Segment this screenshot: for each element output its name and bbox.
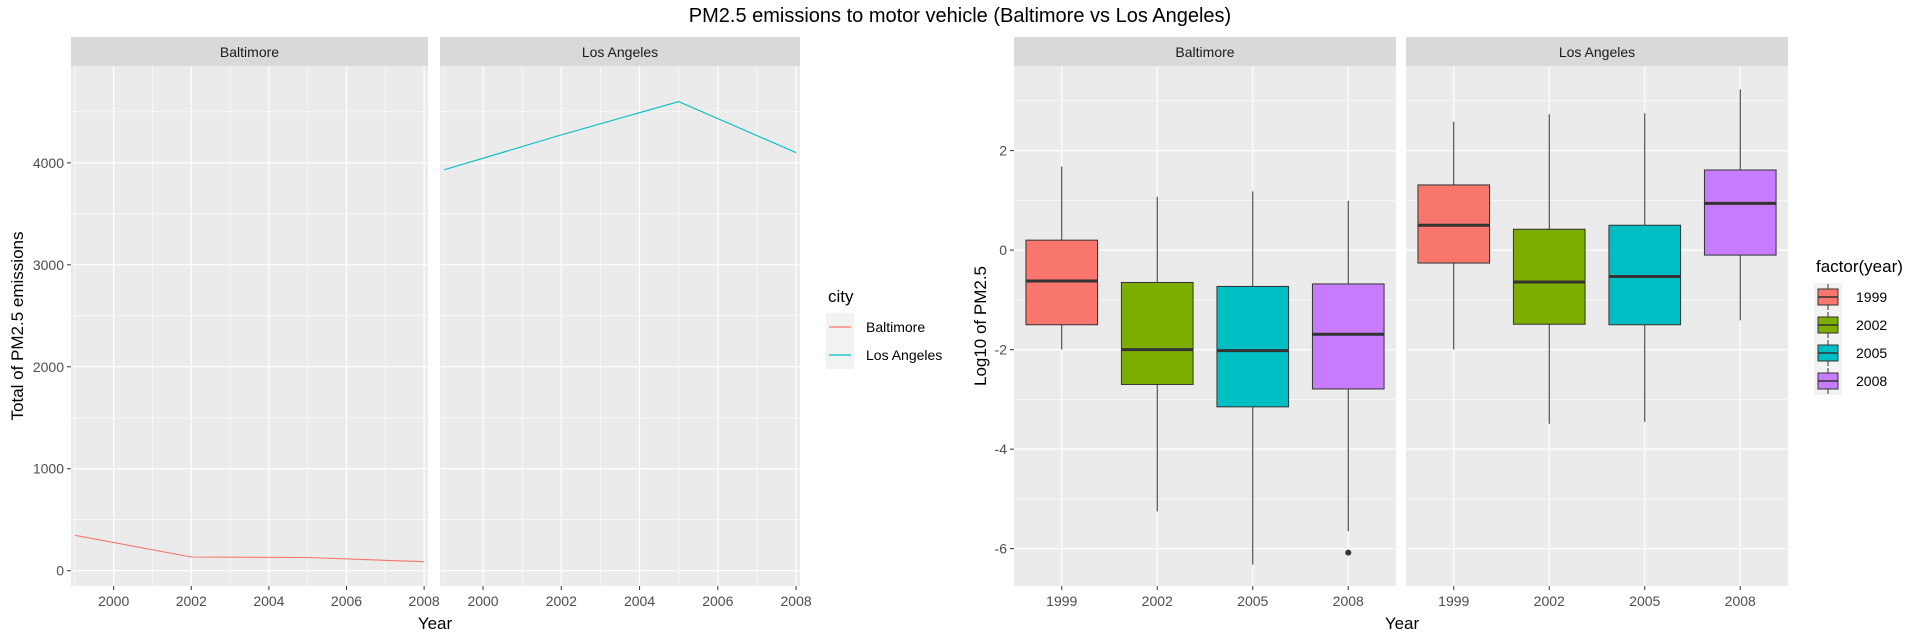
facet-label: Baltimore [1175,44,1234,60]
x-tick-label: 2002 [1534,593,1565,609]
legend-label: Baltimore [866,319,925,335]
panel-background [71,66,428,586]
legend-label: Los Angeles [866,347,942,363]
y-tick-label: 2000 [33,359,64,375]
x-tick-label: 2004 [624,593,655,609]
x-tick-label: 2006 [331,593,362,609]
x-tick-label: 2005 [1237,593,1268,609]
box-baltimore-1999 [1025,166,1099,350]
panel-background [1406,66,1788,586]
box-iqr [1216,285,1290,408]
box-iqr [1512,228,1586,325]
x-axis-title: Year [418,614,453,633]
legend-title: factor(year) [1816,257,1903,276]
x-tick-label: 2000 [98,593,129,609]
facet-strip [440,37,800,66]
box-plot: Baltimore 1999 2002 2005 2008 Los Angeles 1999… [971,37,1903,633]
x-tick-label: 1999 [1438,593,1469,609]
line-panel-baltimore: Baltimore 2000 2002 2004 2006 2008 [71,37,440,609]
box-panel-los-angeles: Los Angeles 1999 2002 2005 2008 [1406,37,1788,609]
x-tick-label: 2002 [546,593,577,609]
y-tick-label: 1000 [33,461,64,477]
legend-title: city [828,287,854,306]
x-tick-label: 2008 [781,593,812,609]
y-tick-label: 4000 [33,155,64,171]
x-tick-label: 2002 [176,593,207,609]
x-tick-label: 1999 [1046,593,1077,609]
box-baltimore-2002 [1120,196,1194,512]
x-tick-label: 2006 [702,593,733,609]
legend-label: 2008 [1856,373,1887,389]
y-tick-label: 0 [999,242,1007,258]
facet-strip [1406,37,1788,66]
legend-city: city Baltimore Los Angeles [826,287,942,369]
figure-title: PM2.5 emissions to motor vehicle (Baltim… [689,5,1231,27]
legend-label: 1999 [1856,289,1887,305]
box-panel-baltimore: Baltimore 1999 2002 2005 2008 [1014,37,1396,609]
facet-label: Los Angeles [1559,44,1635,60]
box-iqr [1311,283,1385,390]
x-tick-label: 2008 [1333,593,1364,609]
x-tick-label: 2008 [409,593,440,609]
y-tick-label: -4 [995,441,1008,457]
y-tick-label: 2 [999,143,1007,159]
box-los-angeles-2005 [1608,113,1682,422]
y-tick-label: 0 [56,563,64,579]
legend-label: 2002 [1856,317,1887,333]
y-tick-label: -2 [995,342,1008,358]
series-line-los-angeles [443,101,797,171]
facet-label: Los Angeles [582,44,658,60]
box-los-angeles-2002 [1512,114,1586,424]
x-axis-title: Year [1385,614,1420,633]
box-los-angeles-2008 [1703,89,1777,321]
panel-background [440,66,800,586]
facet-label: Baltimore [220,44,279,60]
line-panel-los-angeles: Los Angeles 2000 2002 2004 2006 2008 [440,37,812,609]
y-tick-label: -6 [995,541,1008,557]
box-iqr [1703,169,1777,256]
box-iqr [1120,281,1194,385]
legend-label: 2005 [1856,345,1887,361]
facet-strip [1014,37,1396,66]
box-baltimore-2008 [1311,200,1385,556]
legend-factor-year: factor(year) 1999 2002 2005 2008 [1814,257,1903,395]
box-los-angeles-1999 [1417,121,1491,350]
x-tick-label: 2000 [467,593,498,609]
x-tick-label: 2002 [1142,593,1173,609]
y-tick-label: 3000 [33,257,64,273]
series-line-baltimore [74,534,425,563]
x-tick-label: 2008 [1725,593,1756,609]
box-baltimore-2005 [1216,191,1290,565]
facet-strip [71,37,428,66]
y-axis-title: Total of PM2.5 emissions [8,232,27,421]
outlier-point [1345,549,1352,556]
y-axis-title: Log10 of PM2.5 [971,266,990,386]
x-tick-label: 2005 [1629,593,1660,609]
x-tick-label: 2004 [253,593,284,609]
